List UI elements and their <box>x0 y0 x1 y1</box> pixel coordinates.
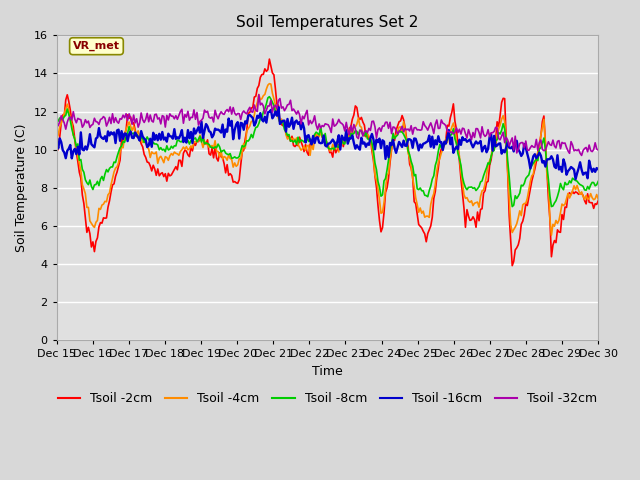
Text: VR_met: VR_met <box>73 41 120 51</box>
Legend: Tsoil -2cm, Tsoil -4cm, Tsoil -8cm, Tsoil -16cm, Tsoil -32cm: Tsoil -2cm, Tsoil -4cm, Tsoil -8cm, Tsoi… <box>52 387 602 410</box>
Title: Soil Temperatures Set 2: Soil Temperatures Set 2 <box>236 15 419 30</box>
X-axis label: Time: Time <box>312 365 343 378</box>
Y-axis label: Soil Temperature (C): Soil Temperature (C) <box>15 124 28 252</box>
